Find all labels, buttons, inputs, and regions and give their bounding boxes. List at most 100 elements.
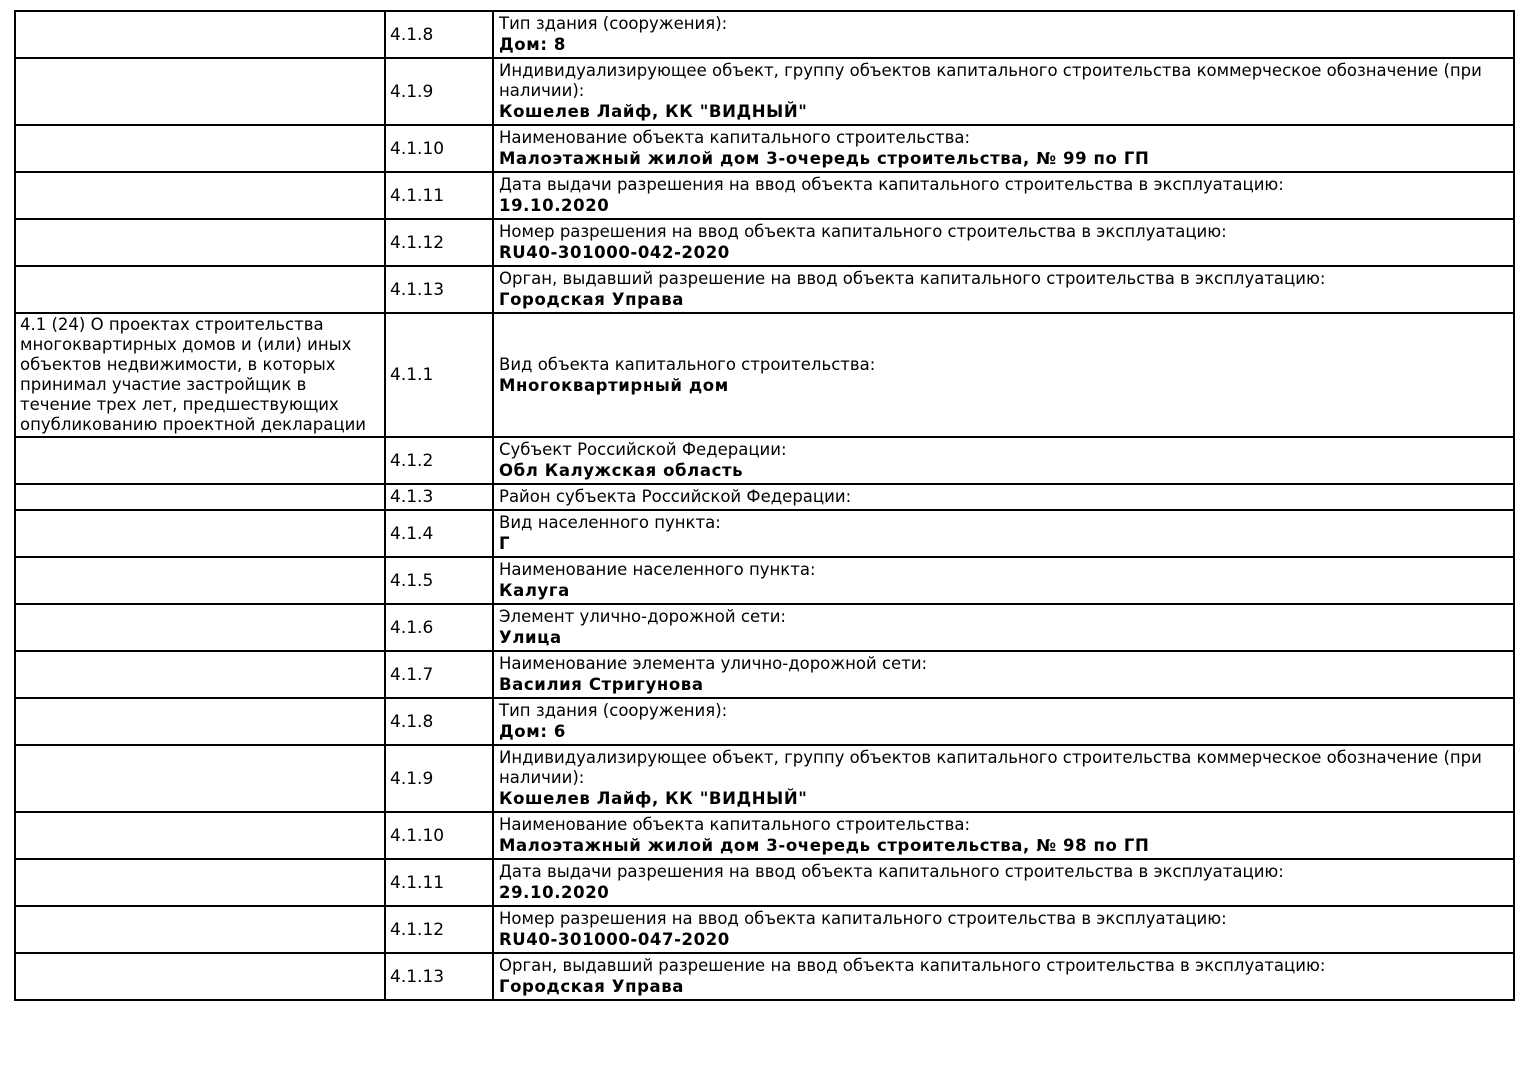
row-code: 4.1.13: [390, 279, 445, 300]
row-value: Малоэтажный жилой дом 3-очередь строител…: [499, 836, 1150, 855]
section-cell: [14, 556, 386, 605]
code-cell: 4.1.8: [384, 10, 494, 59]
code-cell: 4.1.11: [384, 171, 494, 220]
content-cell: Индивидуализирующее объект, группу объек…: [492, 744, 1515, 813]
row-value: Улица: [499, 628, 562, 647]
section-cell: [14, 744, 386, 813]
table-row: 4.1.6 Элемент улично-дорожной сети: Улиц…: [14, 603, 1515, 652]
content-cell: Наименование населенного пункта: Калуга: [492, 556, 1515, 605]
table-row: 4.1.9 Индивидуализирующее объект, группу…: [14, 744, 1515, 813]
content-cell: Номер разрешения на ввод объекта капитал…: [492, 218, 1515, 267]
table-row: 4.1.5 Наименование населенного пункта: К…: [14, 556, 1515, 605]
row-code: 4.1.12: [390, 919, 445, 940]
row-label: Субъект Российской Федерации:: [499, 440, 787, 459]
table-row: 4.1.12 Номер разрешения на ввод объекта …: [14, 905, 1515, 954]
content-cell: Субъект Российской Федерации: Обл Калужс…: [492, 436, 1515, 485]
row-value: 19.10.2020: [499, 196, 610, 215]
row-value: Городская Управа: [499, 290, 685, 309]
row-value: Кошелев Лайф, КК "ВИДНЫЙ": [499, 789, 808, 808]
content-cell: Орган, выдавший разрешение на ввод объек…: [492, 265, 1515, 314]
content-cell: Наименование элемента улично-дорожной се…: [492, 650, 1515, 699]
table-row: 4.1.2 Субъект Российской Федерации: Обл …: [14, 436, 1515, 485]
content-cell: Орган, выдавший разрешение на ввод объек…: [492, 952, 1515, 1001]
table-row: 4.1.11 Дата выдачи разрешения на ввод об…: [14, 171, 1515, 220]
code-cell: 4.1.11: [384, 858, 494, 907]
table-row: 4.1.10 Наименование объекта капитального…: [14, 124, 1515, 173]
code-cell: 4.1.1: [384, 312, 494, 438]
table-row: 4.1.8 Тип здания (сооружения): Дом: 8: [14, 10, 1515, 59]
row-label: Дата выдачи разрешения на ввод объекта к…: [499, 862, 1284, 881]
section-cell: [14, 650, 386, 699]
code-cell: 4.1.5: [384, 556, 494, 605]
table-row: 4.1.8 Тип здания (сооружения): Дом: 6: [14, 697, 1515, 746]
content-cell: Вид объекта капитального строительства: …: [492, 312, 1515, 438]
section-label: 4.1 (24) О проектах строительства многок…: [20, 315, 367, 434]
row-code: 4.1.8: [390, 711, 434, 732]
section-cell: [14, 124, 386, 173]
row-value: Дом: 6: [499, 722, 566, 741]
code-cell: 4.1.7: [384, 650, 494, 699]
content-cell: Район субъекта Российской Федерации:: [492, 483, 1515, 511]
row-value: Городская Управа: [499, 977, 685, 996]
row-label: Дата выдачи разрешения на ввод объекта к…: [499, 175, 1284, 194]
content-cell: Дата выдачи разрешения на ввод объекта к…: [492, 858, 1515, 907]
row-label: Наименование объекта капитального строит…: [499, 815, 971, 834]
section-cell: [14, 218, 386, 267]
row-code: 4.1.9: [390, 768, 434, 789]
section-cell: [14, 436, 386, 485]
section-cell: [14, 811, 386, 860]
code-cell: 4.1.10: [384, 124, 494, 173]
code-cell: 4.1.2: [384, 436, 494, 485]
content-cell: Тип здания (сооружения): Дом: 6: [492, 697, 1515, 746]
table-row: 4.1.12 Номер разрешения на ввод объекта …: [14, 218, 1515, 267]
row-value: Кошелев Лайф, КК "ВИДНЫЙ": [499, 102, 808, 121]
row-value: Обл Калужская область: [499, 461, 744, 480]
content-cell: Наименование объекта капитального строит…: [492, 124, 1515, 173]
row-value: Дом: 8: [499, 35, 566, 54]
row-value: Малоэтажный жилой дом 3-очередь строител…: [499, 149, 1150, 168]
row-code: 4.1.3: [390, 487, 434, 507]
content-cell: Индивидуализирующее объект, группу объек…: [492, 57, 1515, 126]
section-cell: [14, 905, 386, 954]
row-label: Вид объекта капитального строительства:: [499, 354, 876, 374]
content-cell: Вид населенного пункта: Г: [492, 509, 1515, 558]
section-cell: [14, 483, 386, 511]
row-value: Калуга: [499, 581, 570, 600]
section-cell: [14, 509, 386, 558]
row-value: Василия Стригунова: [499, 675, 704, 694]
row-label: Тип здания (сооружения):: [499, 701, 728, 720]
row-label: Район субъекта Российской Федерации:: [499, 487, 852, 506]
row-code: 4.1.11: [390, 872, 445, 893]
section-cell: [14, 265, 386, 314]
content-cell: Элемент улично-дорожной сети: Улица: [492, 603, 1515, 652]
project-declaration-table: 4.1.8 Тип здания (сооружения): Дом: 8 4.…: [14, 10, 1515, 1001]
row-value: Многоквартирный дом: [499, 375, 729, 395]
row-label: Наименование объекта капитального строит…: [499, 128, 971, 147]
row-value: RU40-301000-047-2020: [499, 930, 730, 949]
section-cell: [14, 952, 386, 1001]
row-code: 4.1.4: [390, 523, 434, 544]
row-label: Вид населенного пункта:: [499, 513, 721, 532]
row-code: 4.1.6: [390, 617, 434, 638]
section-cell: [14, 697, 386, 746]
table-row: 4.1.9 Индивидуализирующее объект, группу…: [14, 57, 1515, 126]
row-label: Наименование населенного пункта:: [499, 560, 816, 579]
row-label: Номер разрешения на ввод объекта капитал…: [499, 222, 1227, 241]
row-code: 4.1.7: [390, 664, 434, 685]
code-cell: 4.1.8: [384, 697, 494, 746]
table-row: 4.1.13 Орган, выдавший разрешение на вво…: [14, 952, 1515, 1001]
table-body: 4.1.8 Тип здания (сооружения): Дом: 8 4.…: [14, 10, 1515, 1001]
code-cell: 4.1.9: [384, 744, 494, 813]
section-cell: [14, 858, 386, 907]
table-row: 4.1.4 Вид населенного пункта: Г: [14, 509, 1515, 558]
table-row: 4.1.7 Наименование элемента улично-дорож…: [14, 650, 1515, 699]
table-row: 4.1 (24) О проектах строительства многок…: [14, 312, 1515, 438]
section-cell: [14, 10, 386, 59]
row-label: Элемент улично-дорожной сети:: [499, 607, 786, 626]
section-cell: [14, 171, 386, 220]
code-cell: 4.1.12: [384, 218, 494, 267]
row-value: 29.10.2020: [499, 883, 610, 902]
row-code: 4.1.10: [390, 138, 445, 159]
row-code: 4.1.10: [390, 825, 445, 846]
